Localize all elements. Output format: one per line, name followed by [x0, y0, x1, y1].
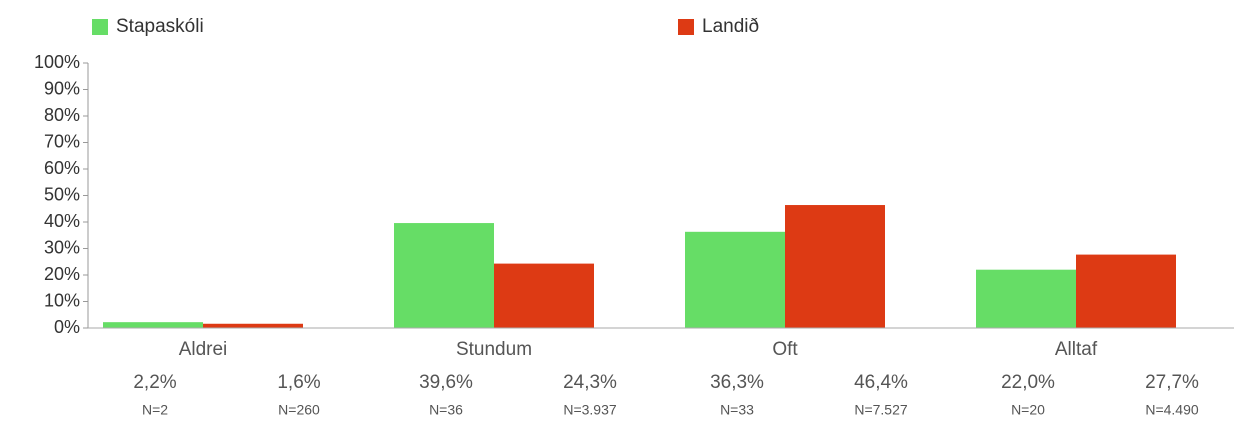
legend-swatch	[678, 19, 694, 35]
x-tick-label: Stundum	[456, 339, 532, 360]
value-label: 36,3%	[710, 372, 764, 393]
value-label: 27,7%	[1145, 372, 1199, 393]
value-label: 1,6%	[277, 372, 320, 393]
n-label: N=3.937	[563, 402, 617, 418]
legend-label: Landið	[702, 16, 759, 37]
y-tick-label: 20%	[44, 264, 80, 284]
legend-swatch	[92, 19, 108, 35]
y-tick-label: 60%	[44, 158, 80, 178]
bar	[394, 223, 494, 328]
value-label: 46,4%	[854, 372, 908, 393]
legend-label: Stapaskóli	[116, 16, 204, 37]
y-tick-label: 30%	[44, 237, 80, 257]
y-tick-label: 40%	[44, 211, 80, 231]
n-label: N=2	[142, 402, 168, 418]
x-tick-label: Aldrei	[179, 339, 228, 360]
y-tick-label: 50%	[44, 184, 80, 204]
value-label: 39,6%	[419, 372, 473, 393]
bar	[976, 269, 1076, 328]
n-label: N=260	[278, 402, 320, 418]
bar	[1076, 254, 1176, 328]
y-tick-label: 70%	[44, 131, 80, 151]
y-tick-label: 100%	[34, 52, 80, 72]
bar	[494, 263, 594, 328]
n-label: N=20	[1011, 402, 1045, 418]
y-tick-label: 10%	[44, 290, 80, 310]
bar	[103, 322, 203, 328]
bar	[203, 323, 303, 328]
y-tick-label: 80%	[44, 105, 80, 125]
x-tick-label: Alltaf	[1055, 339, 1098, 360]
n-label: N=33	[720, 402, 754, 418]
bar	[685, 231, 785, 328]
n-label: N=7.527	[854, 402, 908, 418]
bar	[785, 205, 885, 328]
y-tick-label: 90%	[44, 78, 80, 98]
n-label: N=4.490	[1145, 402, 1199, 418]
x-tick-label: Oft	[772, 339, 798, 360]
value-label: 2,2%	[133, 372, 176, 393]
value-label: 24,3%	[563, 372, 617, 393]
value-label: 22,0%	[1001, 372, 1055, 393]
y-tick-label: 0%	[54, 317, 80, 337]
n-label: N=36	[429, 402, 463, 418]
